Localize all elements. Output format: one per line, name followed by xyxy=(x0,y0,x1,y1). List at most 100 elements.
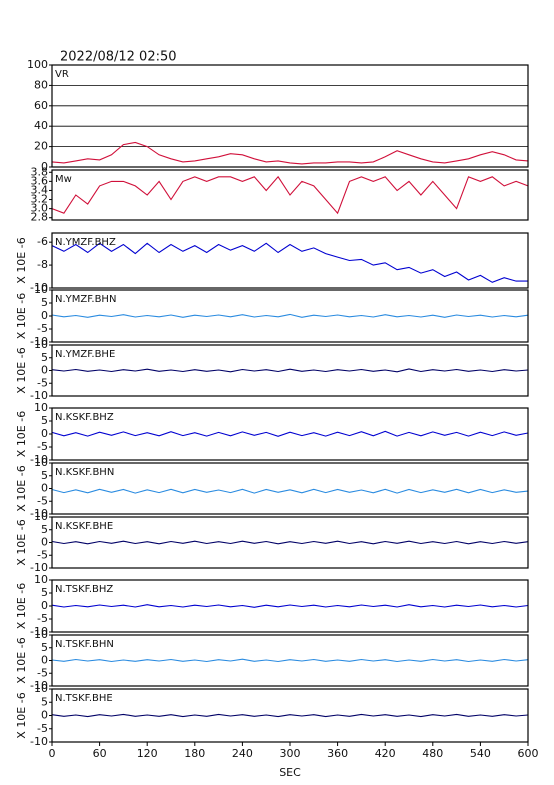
y-tick-label: -10 xyxy=(30,507,48,520)
y-tick-label: 5 xyxy=(41,296,48,309)
trace xyxy=(51,488,529,494)
panel-label: N.YMZF.BHN xyxy=(55,294,116,305)
y-tick-label: 5 xyxy=(41,414,48,427)
y-tick-label: 0 xyxy=(41,309,48,322)
y-tick-label: -10 xyxy=(30,335,48,348)
panel-frame xyxy=(51,516,529,569)
y-axis-label: X 10E -6 xyxy=(15,692,28,738)
x-tick-label: 600 xyxy=(518,747,539,760)
y-tick-label: -5 xyxy=(37,722,48,735)
trace xyxy=(51,313,529,318)
trace xyxy=(51,368,529,373)
y-tick-label: 80 xyxy=(34,78,48,91)
y-tick-label: 5 xyxy=(41,523,48,536)
y-tick-label: 0 xyxy=(41,160,48,173)
y-tick-label: 5 xyxy=(41,351,48,364)
x-tick-label: 360 xyxy=(327,747,348,760)
y-tick-label: 0 xyxy=(41,599,48,612)
y-axis-label: X 10E -6 xyxy=(15,637,28,683)
y-tick-label: 10 xyxy=(34,573,48,586)
y-tick-label: -5 xyxy=(37,666,48,679)
panel-frame xyxy=(51,232,529,289)
panel-label: N.KSKF.BHE xyxy=(55,521,113,532)
y-tick-label: -8 xyxy=(37,258,48,271)
y-tick-label: -5 xyxy=(37,322,48,335)
y-tick-label: 5 xyxy=(41,586,48,599)
y-tick-label: -10 xyxy=(30,281,48,294)
y-axis-label: X 10E -6 xyxy=(15,347,28,393)
y-tick-label: 10 xyxy=(34,510,48,523)
panel-label: N.TSKF.BHE xyxy=(55,693,113,704)
panel-label: N.KSKF.BHN xyxy=(55,467,114,478)
y-tick-label: 0 xyxy=(41,427,48,440)
y-tick-label: -10 xyxy=(30,453,48,466)
trace xyxy=(51,175,529,215)
panel-frame xyxy=(51,688,529,743)
y-axis-label: X 10E -6 xyxy=(15,583,28,629)
y-tick-label: 0 xyxy=(41,709,48,722)
y-tick-label: 10 xyxy=(34,338,48,351)
trace xyxy=(51,242,528,283)
y-tick-label: 10 xyxy=(34,456,48,469)
y-tick-label: 60 xyxy=(34,99,48,112)
y-tick-label: 3.4 xyxy=(31,183,49,196)
panel-frame xyxy=(51,64,529,168)
y-tick-label: 0 xyxy=(41,654,48,667)
y-tick-label: 10 xyxy=(34,283,48,296)
panel-label: N.TSKF.BHN xyxy=(55,639,114,650)
y-tick-label: 2.8 xyxy=(31,211,49,224)
y-tick-label: 10 xyxy=(34,401,48,414)
y-tick-label: 0 xyxy=(41,364,48,377)
trace xyxy=(51,430,529,437)
panel-frame xyxy=(51,289,529,343)
trace xyxy=(51,658,529,663)
panel-label: N.YMZF.BHE xyxy=(55,349,115,360)
x-tick-label: 240 xyxy=(232,747,253,760)
panel-frame xyxy=(51,579,529,633)
y-tick-label: 3.0 xyxy=(31,202,49,215)
y-tick-label: 3.2 xyxy=(31,193,49,206)
y-tick-label: -10 xyxy=(30,679,48,692)
y-tick-label: 5 xyxy=(41,469,48,482)
y-tick-label: 0 xyxy=(41,482,48,495)
panel-frame xyxy=(51,634,529,687)
x-tick-label: 300 xyxy=(280,747,301,760)
y-tick-label: -5 xyxy=(37,548,48,561)
panel-frame xyxy=(51,407,529,461)
panel-frame xyxy=(51,344,529,397)
x-tick-label: 420 xyxy=(375,747,396,760)
y-axis-label: X 10E -6 xyxy=(15,519,28,565)
y-axis-label: X 10E -6 xyxy=(15,465,28,511)
trace xyxy=(51,604,529,608)
y-axis-label: X 10E -6 xyxy=(15,293,28,339)
trace xyxy=(51,141,529,165)
y-tick-label: 5 xyxy=(41,641,48,654)
y-tick-label: 20 xyxy=(34,140,48,153)
y-tick-label: 3.8 xyxy=(31,165,49,178)
chart-title: 2022/08/12 02:50 xyxy=(60,50,177,65)
y-tick-label: 5 xyxy=(41,695,48,708)
panel-label: N.KSKF.BHZ xyxy=(55,412,114,423)
y-axis-label: X 10E -6 xyxy=(15,237,28,283)
x-tick-label: 60 xyxy=(93,747,107,760)
trace xyxy=(51,713,529,718)
y-tick-label: -5 xyxy=(37,612,48,625)
y-tick-label: 10 xyxy=(34,682,48,695)
panel-label: VR xyxy=(55,69,69,80)
y-tick-label: -10 xyxy=(30,561,48,574)
panel-label: Mw xyxy=(55,174,72,185)
y-tick-label: 3.6 xyxy=(31,174,49,187)
y-tick-label: 0 xyxy=(41,536,48,549)
y-tick-label: -6 xyxy=(37,235,48,248)
x-tick-label: 480 xyxy=(422,747,443,760)
panel-frame xyxy=(51,169,529,221)
x-axis-label: SEC xyxy=(279,766,301,779)
y-tick-label: 10 xyxy=(34,628,48,641)
x-tick-label: 120 xyxy=(137,747,158,760)
panel-label: N.YMZF.BHZ xyxy=(55,237,116,248)
y-tick-label: -10 xyxy=(30,625,48,638)
y-tick-label: -5 xyxy=(37,494,48,507)
y-tick-label: -5 xyxy=(37,440,48,453)
x-tick-label: 540 xyxy=(470,747,491,760)
